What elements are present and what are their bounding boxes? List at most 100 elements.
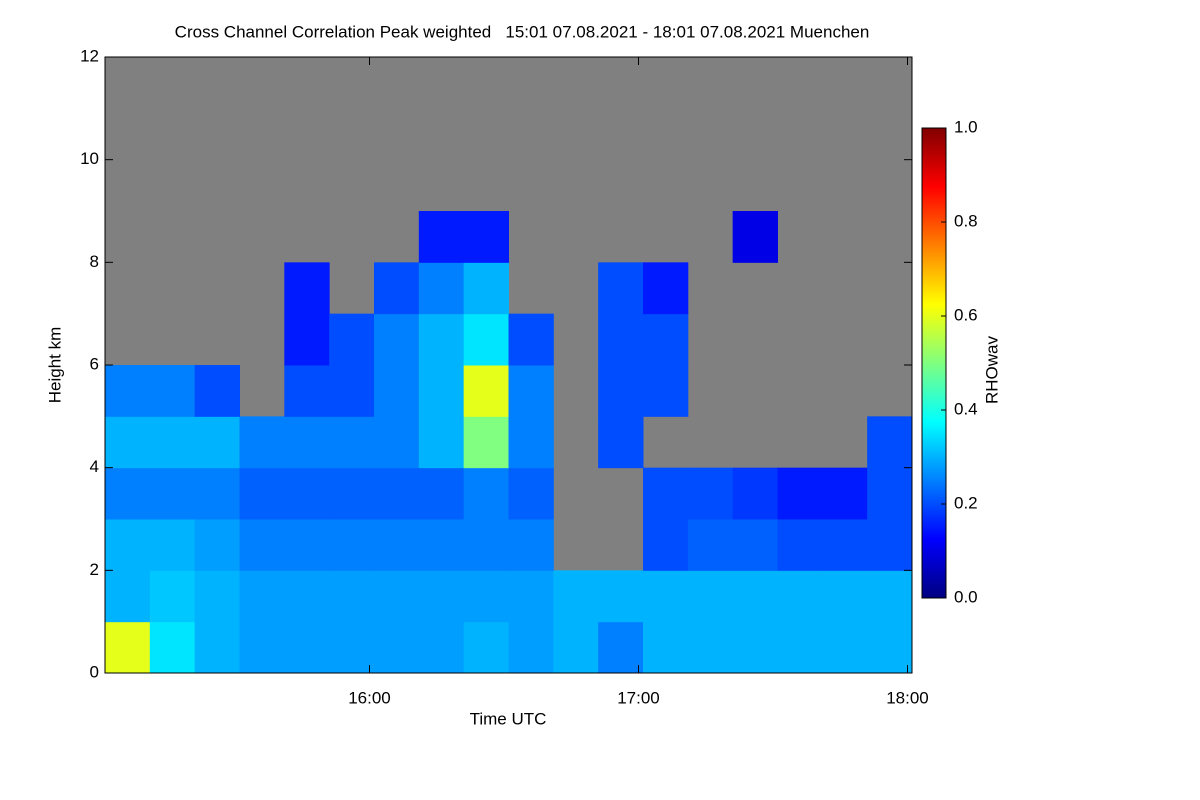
heatmap-cell bbox=[374, 467, 420, 520]
heatmap-cell bbox=[777, 621, 823, 674]
heatmap-cell bbox=[643, 467, 689, 520]
heatmap-cell bbox=[463, 365, 509, 417]
heatmap-cell bbox=[105, 621, 151, 674]
heatmap-cell bbox=[329, 416, 375, 469]
heatmap-cell bbox=[105, 519, 151, 571]
heatmap-cell bbox=[867, 416, 913, 469]
heatmap-cell bbox=[463, 313, 509, 366]
x-tick-label: 17:00 bbox=[617, 688, 660, 707]
colorbar-tick-label: 0.4 bbox=[954, 399, 978, 418]
heatmap-cell bbox=[822, 570, 868, 623]
heatmap-cell bbox=[463, 416, 509, 469]
y-tick-label: 4 bbox=[90, 457, 99, 476]
heatmap-cell bbox=[643, 570, 689, 623]
y-tick-label: 12 bbox=[80, 46, 99, 65]
heatmap-cell bbox=[598, 365, 644, 417]
heatmap-cell bbox=[329, 621, 375, 674]
heatmap-cell bbox=[329, 570, 375, 623]
heatmap-cell bbox=[553, 621, 599, 674]
x-tick-label: 18:00 bbox=[886, 688, 929, 707]
heatmap-cell bbox=[598, 570, 644, 623]
heatmap-cell bbox=[508, 313, 554, 366]
heatmap-cell bbox=[105, 570, 151, 623]
heatmap-cell bbox=[418, 467, 465, 520]
heatmap-cell bbox=[822, 519, 868, 571]
heatmap-cell bbox=[553, 570, 599, 623]
heatmap-cell bbox=[732, 467, 778, 520]
heatmap-cell bbox=[239, 416, 285, 469]
heatmap-cell bbox=[105, 467, 151, 520]
colorbar bbox=[921, 127, 947, 599]
heatmap-cell bbox=[643, 262, 689, 315]
heatmap-cell bbox=[643, 519, 689, 571]
heatmap-cell bbox=[598, 416, 644, 469]
heatmap-cell bbox=[598, 621, 644, 674]
y-tick-label: 6 bbox=[90, 354, 99, 373]
heatmap-cell bbox=[822, 467, 868, 520]
heatmap-cell bbox=[463, 519, 509, 571]
heatmap-cell bbox=[508, 621, 554, 674]
heatmap-cell bbox=[732, 519, 778, 571]
heatmap-cell bbox=[822, 621, 868, 674]
heatmap-cell bbox=[418, 570, 465, 623]
heatmap-cell bbox=[867, 570, 913, 623]
heatmap-cell bbox=[463, 211, 509, 263]
heatmap-cell bbox=[418, 621, 465, 674]
heatmap-cell bbox=[374, 365, 420, 417]
heatmap-cell bbox=[463, 262, 509, 315]
heatmap-cell bbox=[508, 416, 554, 469]
heatmap-cell bbox=[508, 467, 554, 520]
heatmap-cell bbox=[732, 570, 778, 623]
heatmap-cell bbox=[284, 519, 330, 571]
y-tick-label: 0 bbox=[90, 662, 99, 681]
heatmap-cell bbox=[239, 570, 285, 623]
heatmap-cell bbox=[463, 467, 509, 520]
colorbar-label: RHOwav bbox=[982, 335, 1001, 404]
heatmap-cell bbox=[418, 519, 465, 571]
heatmap-cell bbox=[329, 519, 375, 571]
heatmap-cell bbox=[643, 365, 689, 417]
heatmap-cell bbox=[418, 313, 465, 366]
heatmap-cell bbox=[374, 416, 420, 469]
heatmap-cell bbox=[687, 467, 734, 520]
y-tick-label: 8 bbox=[90, 252, 99, 271]
chart-title: Cross Channel Correlation Peak weighted … bbox=[175, 22, 870, 41]
heatmap-cell bbox=[374, 519, 420, 571]
heatmap-cell bbox=[687, 621, 734, 674]
heatmap-cell bbox=[867, 519, 913, 571]
heatmap-cell bbox=[508, 519, 554, 571]
heatmap-cell bbox=[194, 519, 240, 571]
heatmap-cell bbox=[239, 467, 285, 520]
heatmap-cell bbox=[284, 416, 330, 469]
heatmap-cell bbox=[284, 467, 330, 520]
heatmap-cell bbox=[149, 467, 196, 520]
heatmap-cell bbox=[418, 365, 465, 417]
heatmap-cell bbox=[463, 621, 509, 674]
heatmap-cell bbox=[643, 621, 689, 674]
heatmap-cell bbox=[194, 365, 240, 417]
heatmap-cell bbox=[149, 365, 196, 417]
heatmap-cell bbox=[598, 262, 644, 315]
heatmap-cell bbox=[284, 365, 330, 417]
heatmap-cell bbox=[777, 519, 823, 571]
heatmap-cell bbox=[239, 621, 285, 674]
heatmap-cell bbox=[194, 467, 240, 520]
y-tick-label: 2 bbox=[90, 560, 99, 579]
heatmap-cell bbox=[194, 621, 240, 674]
heatmap-cell bbox=[643, 313, 689, 366]
heatmap-cell bbox=[149, 519, 196, 571]
heatmap-cell bbox=[194, 570, 240, 623]
heatmap-cell bbox=[777, 570, 823, 623]
heatmap-cell bbox=[149, 570, 196, 623]
heatmap-cell bbox=[329, 365, 375, 417]
heatmap-cell bbox=[508, 365, 554, 417]
heatmap-cell bbox=[284, 621, 330, 674]
colorbar-tick-label: 0.8 bbox=[954, 211, 978, 230]
heatmap-cell bbox=[598, 313, 644, 366]
x-tick-label: 16:00 bbox=[348, 688, 391, 707]
heatmap-cell bbox=[732, 211, 778, 263]
colorbar-tick-label: 0.0 bbox=[954, 587, 978, 606]
x-axis-label: Time UTC bbox=[470, 709, 547, 728]
colorbar-tick-label: 1.0 bbox=[954, 117, 978, 136]
